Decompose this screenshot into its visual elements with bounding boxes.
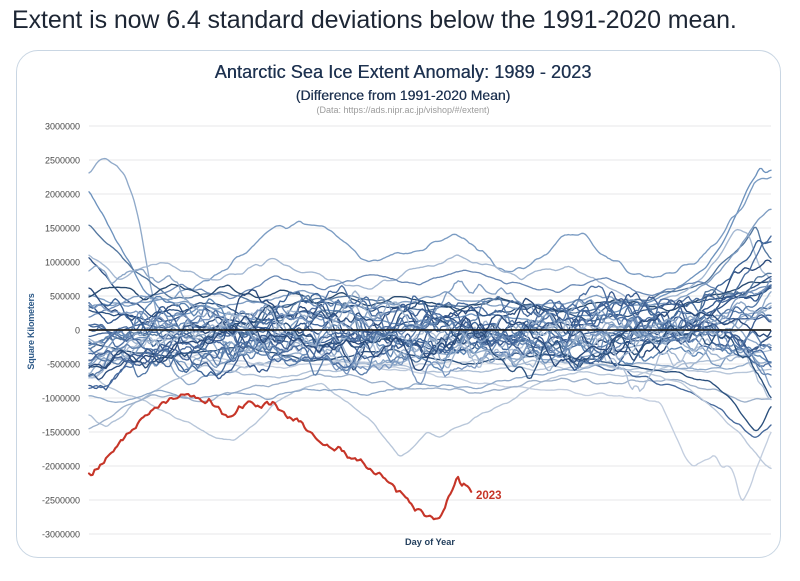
svg-text:Day of Year: Day of Year — [405, 537, 455, 547]
svg-text:0: 0 — [75, 326, 80, 336]
svg-text:500000: 500000 — [50, 292, 80, 302]
svg-text:2500000: 2500000 — [45, 156, 80, 166]
svg-text:3000000: 3000000 — [45, 122, 80, 132]
svg-text:2000000: 2000000 — [45, 190, 80, 200]
svg-text:-500000: -500000 — [47, 360, 80, 370]
svg-text:-1500000: -1500000 — [42, 428, 80, 438]
svg-text:-3000000: -3000000 — [42, 530, 80, 540]
svg-text:-2500000: -2500000 — [42, 496, 80, 506]
svg-text:2023: 2023 — [476, 490, 502, 502]
svg-text:1000000: 1000000 — [45, 258, 80, 268]
svg-text:-2000000: -2000000 — [42, 462, 80, 472]
svg-text:Square Kilometers: Square Kilometers — [26, 293, 36, 369]
svg-text:1500000: 1500000 — [45, 224, 80, 234]
svg-text:-1000000: -1000000 — [42, 394, 80, 404]
